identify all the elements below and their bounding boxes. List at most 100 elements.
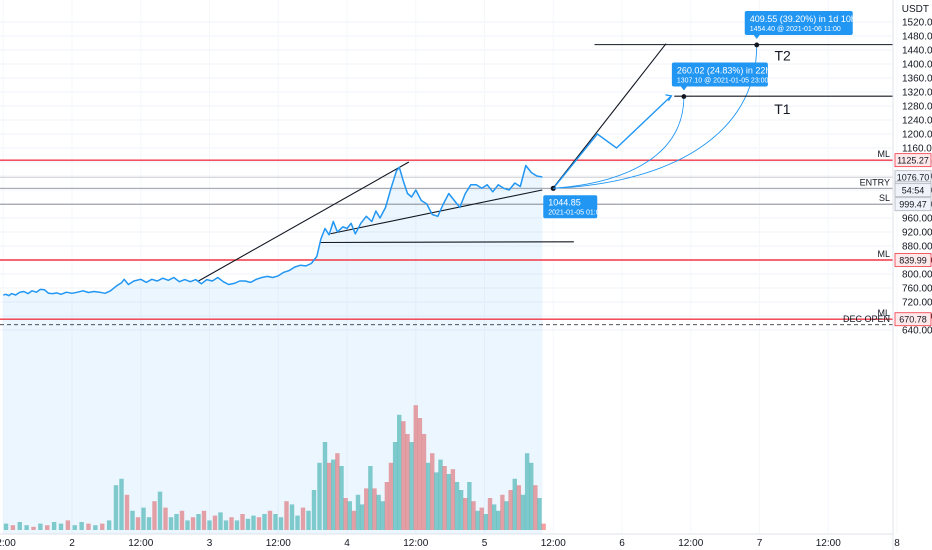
- price-tag-label: 999.47: [899, 200, 927, 210]
- x-tick-label: 5: [482, 538, 488, 549]
- volume-bar-up: [196, 514, 201, 530]
- volume-bar-up: [234, 520, 240, 530]
- volume-bar-up: [278, 517, 284, 530]
- volume-bar-up: [17, 522, 22, 530]
- price-tag-label: 839.99: [899, 256, 927, 266]
- target-label: T1: [774, 101, 791, 117]
- y-tick-label: 760.00: [902, 284, 932, 295]
- volume-bar-up: [409, 442, 414, 530]
- y-tick-label: 1240.00: [902, 116, 932, 127]
- volume-bar-down: [463, 498, 468, 530]
- price-tag-label: 1076.70: [897, 173, 930, 183]
- volume-bar-down: [190, 517, 196, 530]
- y-tick-label: 920.00: [902, 228, 932, 239]
- x-tick-label: 8: [894, 538, 900, 549]
- x-tick-label: 12:00: [266, 538, 291, 549]
- volume-bar-up: [72, 525, 77, 530]
- volume-bar-up: [146, 517, 152, 530]
- volume-bar-down: [479, 507, 484, 530]
- volume-bar-up: [311, 490, 317, 530]
- volume-bar-up: [218, 512, 223, 530]
- volume-bar-up: [425, 462, 431, 530]
- volume-bar-up: [93, 525, 98, 530]
- target-label: T2: [775, 48, 792, 64]
- volume-bar-up: [245, 518, 251, 530]
- volume-bar-up: [207, 520, 212, 530]
- volume-bar-down: [10, 525, 16, 530]
- volume-bar-down: [487, 498, 493, 530]
- volume-bar-up: [38, 523, 43, 530]
- volume-bar-down: [471, 501, 476, 530]
- volume-bar-down: [430, 453, 435, 530]
- volume-bar-up: [438, 459, 443, 530]
- volume-bar-down: [326, 462, 332, 530]
- volume-bar-up: [458, 490, 464, 530]
- target-callout-pointer: [680, 86, 687, 91]
- x-tick-label: 4: [344, 538, 350, 549]
- x-tick-label: 12:00: [541, 538, 566, 549]
- volume-bar-up: [141, 507, 146, 530]
- y-tick-label: 1280.00: [902, 102, 932, 113]
- volume-bar-down: [284, 501, 289, 530]
- volume-bar-up: [520, 494, 526, 530]
- entry-callout-time: 2021-01-05 01:00: [548, 209, 603, 216]
- volume-bar-up: [347, 501, 352, 530]
- volume-bar-down: [413, 405, 418, 530]
- entry-callout-price: 1044.85: [548, 197, 581, 207]
- volume-bar-down: [124, 494, 130, 530]
- x-tick-label: 12:00: [816, 538, 841, 549]
- volume-bar-up: [359, 504, 365, 530]
- volume-bar-up: [483, 514, 489, 530]
- level-label: ENTRY: [860, 177, 890, 187]
- volume-bar-up: [3, 523, 9, 530]
- target-dot: [681, 94, 687, 99]
- x-tick-label: 7: [757, 538, 763, 549]
- volume-bar-up: [113, 485, 119, 530]
- volume-bar-up: [273, 514, 278, 530]
- volume-bar-down: [351, 510, 357, 530]
- volume-bar-down: [421, 434, 427, 530]
- volume-bar-up: [496, 510, 501, 530]
- volume-bar-up: [524, 453, 530, 530]
- volume-bar-up: [185, 520, 190, 530]
- volume-bar-up: [295, 515, 300, 530]
- volume-bar-up: [251, 515, 256, 530]
- volume-bar-down: [163, 507, 168, 530]
- price-tag-label: 670.78: [899, 315, 927, 325]
- volume-bar-down: [152, 501, 157, 530]
- volume-bar-down: [388, 462, 394, 530]
- volume-bar-up: [491, 504, 497, 530]
- trendline: [319, 241, 574, 244]
- target-callout: [671, 62, 768, 87]
- price-tag: [894, 153, 932, 168]
- y-tick-label: 1360.00: [902, 74, 932, 85]
- y-tick-label: 960.00: [902, 214, 932, 225]
- level-label: ML: [877, 308, 890, 318]
- volume-bar-up: [529, 462, 534, 530]
- volume-bar-up: [174, 514, 179, 530]
- target-arc: [553, 96, 685, 189]
- entry-callout: [543, 195, 598, 219]
- y-tick-label: 1480.00: [902, 32, 932, 43]
- volume-bar-up: [454, 482, 460, 530]
- target-callout: [744, 10, 853, 35]
- level-label: SL: [879, 193, 890, 203]
- price-tag: [894, 197, 932, 212]
- price-area: [3, 165, 543, 534]
- volume-bar-up: [368, 466, 373, 530]
- volume-bar-down: [179, 510, 185, 530]
- y-tick-label: 640.00: [902, 326, 932, 337]
- trendline: [198, 161, 410, 282]
- x-tick-label: 3: [207, 538, 213, 549]
- volume-bar-up: [512, 478, 517, 530]
- volume-bar-down: [500, 494, 505, 530]
- volume-bar-down: [212, 515, 218, 530]
- volume-bar-down: [405, 434, 410, 530]
- volume-bar-up: [434, 472, 439, 530]
- volume-bar-up: [467, 482, 472, 530]
- volume-bar-up: [339, 466, 344, 530]
- volume-bar-up: [106, 520, 112, 530]
- volume-bar-up: [322, 442, 328, 530]
